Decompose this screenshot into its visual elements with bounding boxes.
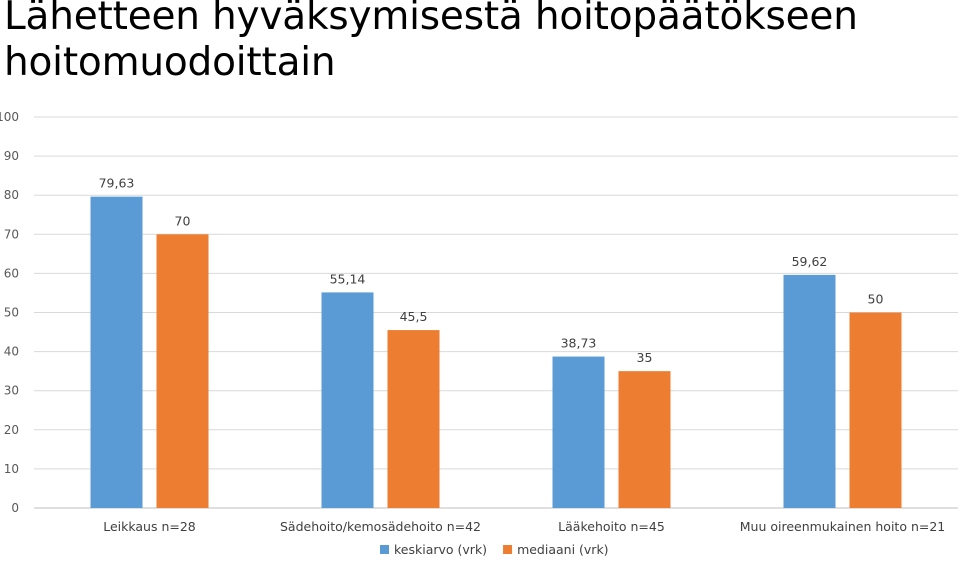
y-tick-label: 70	[4, 227, 19, 241]
data-label: 45,5	[400, 309, 428, 324]
y-tick-label: 50	[4, 306, 19, 320]
y-tick-label: 80	[4, 188, 19, 202]
category-label: Sädehoito/kemosädehoito n=42	[280, 519, 481, 534]
y-tick-label: 0	[11, 501, 19, 515]
bar-mean	[90, 196, 143, 508]
y-tick-label: 30	[4, 384, 19, 398]
data-label: 38,73	[561, 336, 597, 351]
bar-median	[849, 312, 902, 508]
category-label: Muu oireenmukainen hoito n=21	[740, 519, 946, 534]
bar-median	[618, 371, 671, 508]
y-tick-label: 90	[4, 149, 19, 163]
data-label: 79,63	[99, 176, 135, 191]
bar-mean	[552, 356, 605, 508]
y-tick-label: 10	[4, 462, 19, 476]
legend-label: keskiarvo (vrk)	[394, 542, 487, 557]
bar-mean	[321, 292, 374, 508]
y-tick-label: 60	[4, 266, 19, 280]
bar-median	[156, 234, 209, 509]
legend-swatch-mean	[380, 545, 389, 554]
category-label: Lääkehoito n=45	[558, 519, 665, 534]
data-label: 70	[175, 213, 191, 228]
chart-title: Lähetteen hyväksymisestä hoitopäätökseen…	[4, 0, 858, 85]
legend-swatch-median	[503, 545, 513, 554]
category-label: Leikkaus n=28	[103, 519, 196, 534]
data-label: 50	[868, 292, 884, 307]
y-tick-label: 100	[0, 110, 19, 124]
data-label: 55,14	[330, 271, 366, 286]
y-tick-label: 40	[4, 345, 19, 359]
y-tick-label: 20	[4, 423, 19, 437]
bar-mean	[783, 274, 836, 508]
bar-median	[387, 330, 440, 508]
legend-label: mediaani (vrk)	[517, 542, 609, 557]
data-label: 35	[637, 350, 653, 365]
data-label: 59,62	[792, 254, 828, 269]
